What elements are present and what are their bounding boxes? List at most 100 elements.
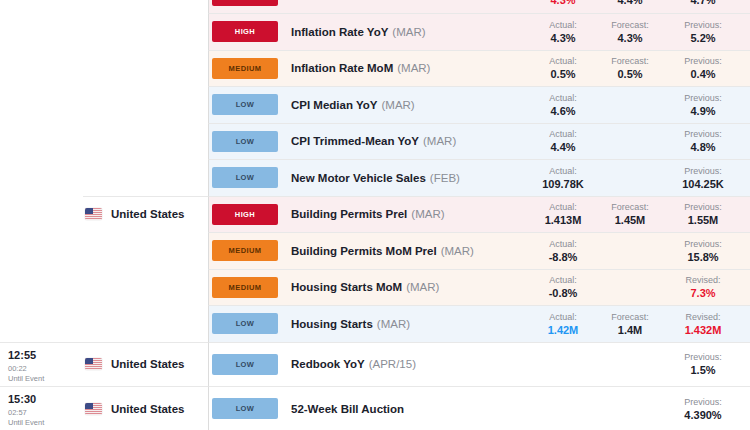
value-number: 4.3% [525,31,601,45]
event-name[interactable]: Building Permits Prel(MAR) [291,208,445,220]
country-cell [83,159,208,196]
value-cell [601,274,659,300]
value-cell: Previous:1.55M [659,201,747,227]
value-label: Actual: [525,19,601,31]
event-period: (MAR) [411,208,444,220]
importance-badge: LOW [212,398,278,419]
event-name[interactable]: Redbook YoY(APR/15) [291,358,416,370]
value-number: 1.4M [601,323,659,337]
event-row[interactable]: LOWCPI Median YoY(MAR)Actual:4.6%Previou… [0,86,750,123]
value-number: 1.413M [525,213,601,227]
value-number: 4.8% [659,140,747,154]
event-name[interactable]: CPI Trimmed-Mean YoY(MAR) [291,135,456,147]
country-cell [83,123,208,160]
event-row[interactable]: 12:5500:22Until EventUnited StatesLOWRed… [0,342,750,386]
value-cell: 4.7% [659,0,747,7]
event-name[interactable]: Building Permits MoM Prel(MAR) [291,245,474,257]
event-row[interactable]: HIGHInflation Rate YoY(MAR)Actual:4.3%Fo… [0,13,750,50]
event-row[interactable]: LOWCPI Trimmed-Mean YoY(MAR)Actual:4.4%P… [0,123,750,160]
importance-badge: LOW [212,167,278,188]
event-values: Actual:4.3%Forecast:4.3%Previous:5.2% [525,19,750,45]
event-period: (MAR) [423,135,456,147]
country-name: United States [111,403,185,415]
time-cell [0,232,83,269]
country-cell [83,50,208,87]
value-label: Actual: [525,92,601,104]
event-values: Actual:4.4%Previous:4.8% [525,128,750,154]
time-cell [0,305,83,342]
value-number: 1.42M [525,323,601,337]
event-values: 4.3%4.4%4.7% [525,0,750,7]
event-main-cell[interactable]: 4.3%4.4%4.7% [208,0,750,13]
event-row[interactable]: MEDIUMHousing Starts MoM(MAR)Actual:-0.8… [0,269,750,306]
value-label: Actual: [525,201,601,213]
event-main-cell[interactable]: MEDIUMBuilding Permits MoM Prel(MAR)Actu… [208,232,750,269]
value-number: 4.4% [525,140,601,154]
event-name[interactable]: Inflation Rate YoY(MAR) [291,26,426,38]
event-name[interactable]: CPI Median YoY (MAR) [291,99,415,111]
value-cell: Forecast:1.45M [601,201,659,227]
value-number: 15.8% [659,250,747,264]
event-main-cell[interactable]: LOWCPI Median YoY(MAR)Actual:4.6%Previou… [208,86,750,123]
value-cell: 4.4% [601,0,659,7]
event-row[interactable]: MEDIUMBuilding Permits MoM Prel(MAR)Actu… [0,232,750,269]
value-label: Previous: [659,201,747,213]
value-number: 4.390% [659,408,747,422]
value-label: Actual: [525,55,601,67]
country-cell [83,13,208,50]
event-name[interactable]: Housing Starts(MAR) [291,318,410,330]
value-label: Previous: [659,396,747,408]
event-title: CPI Median YoY [291,99,377,111]
event-row[interactable]: 15:3002:57Until Event United States LOW 52-… [0,386,750,430]
value-label: Actual: [525,165,601,177]
event-main-cell[interactable]: LOWCPI Trimmed-Mean YoY(MAR)Actual:4.4%P… [208,123,750,160]
event-name[interactable]: Inflation Rate MoM(MAR) [291,62,430,74]
event-title: Building Permits MoM Prel [291,245,437,257]
event-row[interactable]: United StatesHIGHBuilding Permits Prel(M… [0,196,750,233]
event-name[interactable]: New Motor Vehicle Sales(FEB) [291,172,460,184]
event-main-cell[interactable]: LOWNew Motor Vehicle Sales(FEB)Actual:10… [208,159,750,196]
event-period: (MAR) [406,281,439,293]
time-cell [0,159,83,196]
value-number: 109.78K [525,177,601,191]
event-main-cell[interactable]: HIGHBuilding Permits Prel(MAR)Actual:1.4… [208,196,750,233]
event-title: Housing Starts [291,318,373,330]
economic-calendar: 4.3%4.4%4.7%HIGHInflation Rate YoY(MAR)A… [0,0,750,430]
value-label: Previous: [659,19,747,31]
time-cell [0,269,83,306]
time-cell: 15:3002:57Until Event [0,386,83,430]
importance-badge: LOW [212,313,278,334]
event-row[interactable]: 4.3%4.4%4.7% [0,0,750,13]
value-label: Previous: [659,128,747,140]
value-cell: Previous:4.8% [659,128,747,154]
value-number: 104.25K [659,177,747,191]
value-cell: Actual:1.413M [525,201,601,227]
event-row[interactable]: MEDIUMInflation Rate MoM(MAR)Actual:0.5%… [0,50,750,87]
country-cell [83,0,208,13]
value-number: -8.8% [525,250,601,264]
event-row[interactable]: LOWHousing Starts(MAR)Actual:1.42MForeca… [0,305,750,342]
event-main-cell[interactable]: MEDIUMHousing Starts MoM(MAR)Actual:-0.8… [208,269,750,306]
value-number: 4.7% [659,0,747,7]
value-label: Previous: [659,351,747,363]
value-label: Forecast: [601,55,659,67]
event-main-cell[interactable]: LOWHousing Starts(MAR)Actual:1.42MForeca… [208,305,750,342]
event-name[interactable]: 52-Week Bill Auction [291,403,404,415]
value-number: 4.3% [601,31,659,45]
event-period: (MAR) [381,99,414,111]
event-main-cell[interactable]: LOW 52-Week Bill Auction Previous:4.390% [208,386,750,430]
event-row[interactable]: LOWNew Motor Vehicle Sales(FEB)Actual:10… [0,159,750,196]
event-title: New Motor Vehicle Sales [291,172,426,184]
event-name[interactable]: Housing Starts MoM(MAR) [291,281,439,293]
value-label: Previous: [659,165,747,177]
time-cell [0,13,83,50]
event-main-cell[interactable]: LOWRedbook YoY(APR/15)Previous:1.5% [208,342,750,386]
value-cell: Previous:4.390% [659,396,747,422]
event-main-cell[interactable]: HIGHInflation Rate YoY(MAR)Actual:4.3%Fo… [208,13,750,50]
value-number: 1.45M [601,213,659,227]
event-main-cell[interactable]: MEDIUMInflation Rate MoM(MAR)Actual:0.5%… [208,50,750,87]
event-title: Redbook YoY [291,358,365,370]
until-event-label: Until Event [8,418,81,427]
value-cell: Actual:4.3% [525,19,601,45]
value-number: 4.9% [659,104,747,118]
